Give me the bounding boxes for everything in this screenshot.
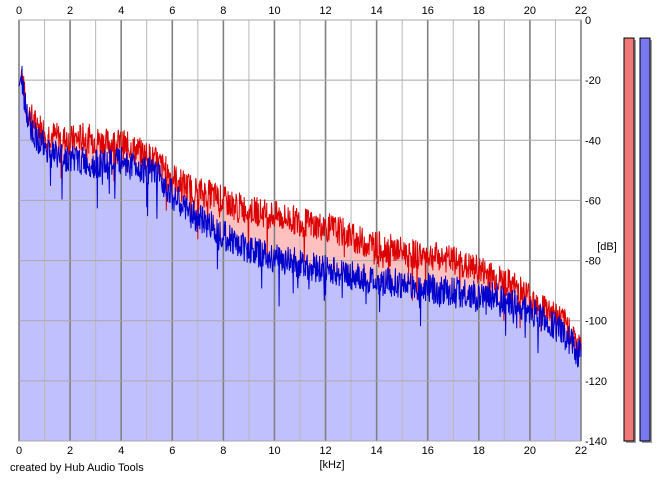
series-2-area <box>19 65 581 442</box>
y-tick-label: -120 <box>585 376 607 388</box>
x-tick-label-bottom: 6 <box>169 445 175 457</box>
series-2-line <box>18 65 582 368</box>
credit-text: created by Hub Audio Tools <box>10 462 144 474</box>
x-tick-label-top: 0 <box>16 5 22 17</box>
y-tick-label: 0 <box>585 15 591 27</box>
x-tick-label-bottom: 12 <box>319 445 331 457</box>
x-tick-label-bottom: 18 <box>473 445 485 457</box>
x-tick-label-top: 4 <box>118 5 124 17</box>
x-tick-label-bottom: 14 <box>371 445 383 457</box>
y-tick-label: -80 <box>585 256 601 268</box>
x-tick-label-bottom: 8 <box>220 445 226 457</box>
x-tick-label-bottom: 10 <box>268 445 280 457</box>
x-tick-label-top: 16 <box>422 5 434 17</box>
y-tick-label: -60 <box>585 195 601 207</box>
x-tick-label-bottom: 4 <box>118 445 124 457</box>
x-axis-label: [kHz] <box>319 459 344 471</box>
y-tick-label: -100 <box>585 316 607 328</box>
level-meter-2 <box>639 37 651 442</box>
y-tick-label: -140 <box>585 436 607 448</box>
x-tick-label-top: 10 <box>268 5 280 17</box>
x-tick-label-top: 14 <box>371 5 383 17</box>
x-tick-label-top: 8 <box>220 5 226 17</box>
x-tick-label-bottom: 2 <box>67 445 73 457</box>
x-tick-label-bottom: 22 <box>575 445 587 457</box>
x-tick-label-bottom: 16 <box>422 445 434 457</box>
level-meters <box>623 37 652 444</box>
y-tick-label: -40 <box>585 135 601 147</box>
level-meter-1 <box>623 37 635 442</box>
x-tick-label-top: 22 <box>575 5 587 17</box>
x-tick-label-bottom: 0 <box>16 445 22 457</box>
x-tick-label-top: 6 <box>169 5 175 17</box>
y-axis-label: [dB] <box>597 241 617 253</box>
y-tick-label: -20 <box>585 75 601 87</box>
y-tick-labels: 0 -20 -40 -60 -80 -100 -120 -140 <box>585 15 607 448</box>
spectrum-lines <box>18 65 582 368</box>
x-tick-labels-bottom: 0 2 4 6 8 10 12 14 16 18 20 22 <box>16 445 587 457</box>
x-tick-labels-top: 0 2 4 6 8 10 12 14 16 18 20 22 <box>16 5 587 17</box>
x-tick-label-top: 20 <box>524 5 536 17</box>
x-tick-label-top: 18 <box>473 5 485 17</box>
x-tick-label-bottom: 20 <box>524 445 536 457</box>
series-1-line <box>18 69 582 353</box>
x-tick-label-top: 2 <box>67 5 73 17</box>
x-tick-label-top: 12 <box>319 5 331 17</box>
